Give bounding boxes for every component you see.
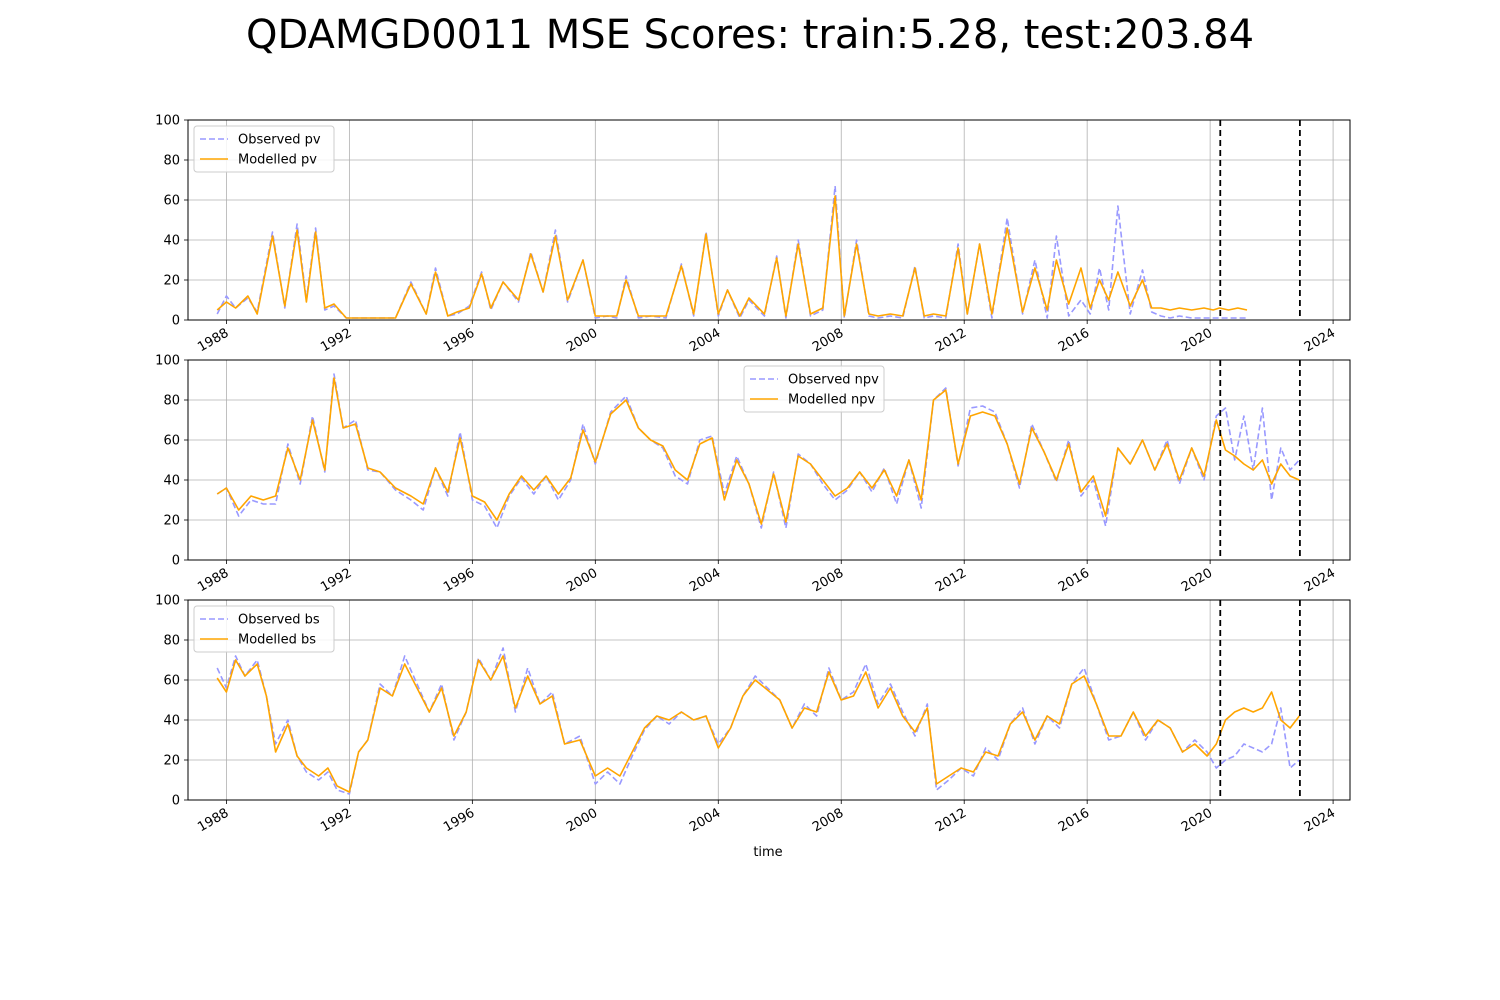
y-tick-label: 80 <box>163 394 180 409</box>
y-tick-label: 100 <box>155 114 180 129</box>
y-tick-label: 20 <box>163 754 180 769</box>
legend-label: Modelled npv <box>788 393 876 408</box>
y-tick-label: 20 <box>163 514 180 529</box>
x-axis-label: time <box>753 845 782 860</box>
observed-series-line <box>216 373 1300 529</box>
axes-frame <box>187 359 1351 561</box>
legend-box <box>193 125 335 173</box>
x-tick-label: 2016 <box>1056 806 1092 836</box>
y-tick-label: 0 <box>172 314 180 329</box>
y-tick-label: 40 <box>163 714 180 729</box>
panel-pv: 1988 1992 1996 2000 2004 2008 2012 2016 2020 2024… <box>155 114 1351 356</box>
legend: Observed bs Modelled bs <box>193 605 335 653</box>
x-tick-label: 2004 <box>687 326 723 356</box>
y-tick-label: 100 <box>155 354 180 369</box>
x-tick-label: 2024 <box>1302 326 1338 356</box>
x-tick-label: 1992 <box>318 806 354 836</box>
x-tick-label: 1992 <box>318 326 354 356</box>
x-tick-label: 1988 <box>195 326 231 356</box>
x-tick-label: 1992 <box>318 566 354 596</box>
x-tick-label: 2016 <box>1056 566 1092 596</box>
x-tick-label: 2000 <box>564 326 600 356</box>
legend-label: Modelled bs <box>238 633 316 648</box>
x-tick-label: 2024 <box>1302 806 1338 836</box>
legend-label: Observed npv <box>788 373 879 388</box>
x-tick-label: 1996 <box>441 566 477 596</box>
x-tick-label: 2008 <box>810 566 846 596</box>
modelled-series-line <box>216 377 1300 525</box>
x-tick-label: 2000 <box>564 806 600 836</box>
y-tick-label: 40 <box>163 474 180 489</box>
modelled-series-line <box>216 195 1248 319</box>
y-tick-label: 60 <box>163 434 180 449</box>
x-tick-label: 2004 <box>687 566 723 596</box>
x-tick-label: 2020 <box>1179 806 1215 836</box>
legend-box <box>193 605 335 653</box>
legend: Observed pv Modelled pv <box>193 125 335 173</box>
y-tick-label: 20 <box>163 274 180 289</box>
panel-npv: 1988 1992 1996 2000 2004 2008 2012 2016 2020 2024… <box>155 354 1351 596</box>
x-tick-label: 1996 <box>441 326 477 356</box>
x-tick-label: 2008 <box>810 326 846 356</box>
y-tick-label: 60 <box>163 194 180 209</box>
x-tick-label: 2000 <box>564 566 600 596</box>
y-tick-label: 60 <box>163 674 180 689</box>
x-tick-label: 1988 <box>195 806 231 836</box>
y-tick-label: 40 <box>163 234 180 249</box>
y-tick-label: 100 <box>155 594 180 609</box>
x-tick-label: 2024 <box>1302 566 1338 596</box>
axes-frame <box>187 119 1351 321</box>
x-tick-label: 2012 <box>933 806 969 836</box>
axes-frame <box>187 599 1351 801</box>
x-tick-label: 2012 <box>933 326 969 356</box>
x-tick-label: 2008 <box>810 806 846 836</box>
panel-bs: 1988 1992 1996 2000 2004 2008 2012 2016 2020 2024… <box>155 594 1351 836</box>
legend-label: Observed pv <box>238 133 321 148</box>
x-tick-label: 2020 <box>1179 326 1215 356</box>
y-tick-label: 0 <box>172 554 180 569</box>
legend-label: Observed bs <box>238 613 320 628</box>
observed-series-line <box>216 647 1300 795</box>
legend: Observed npv Modelled npv <box>743 365 885 413</box>
x-tick-label: 2020 <box>1179 566 1215 596</box>
legend-box <box>743 365 885 413</box>
x-tick-label: 2012 <box>933 566 969 596</box>
modelled-series-line <box>216 655 1300 793</box>
legend-label: Modelled pv <box>238 153 317 168</box>
y-tick-label: 80 <box>163 634 180 649</box>
x-tick-label: 1996 <box>441 806 477 836</box>
x-tick-label: 2016 <box>1056 326 1092 356</box>
figure-title: QDAMGD0011 MSE Scores: train:5.28, test:… <box>245 12 1255 58</box>
x-tick-label: 2004 <box>687 806 723 836</box>
y-tick-label: 0 <box>172 794 180 809</box>
x-tick-label: 1988 <box>195 566 231 596</box>
y-tick-label: 80 <box>163 154 180 169</box>
